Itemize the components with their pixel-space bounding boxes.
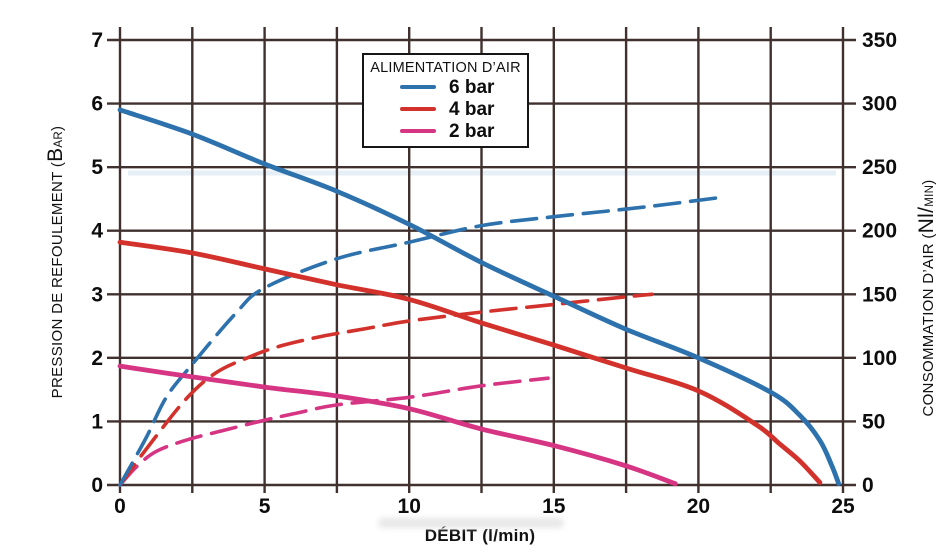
curve-2bar-pressure-solid [117, 363, 678, 487]
right-axis-title-close: ) [920, 179, 937, 185]
legend-label-2bar: 2 bar [449, 120, 495, 142]
curve-2bar-air-dashed [118, 376, 550, 487]
right-tick-label: 300 [862, 93, 897, 116]
legend-item-2bar: 2 bar [364, 120, 527, 142]
right-tick-label: 150 [862, 283, 897, 306]
x-tick-label: 15 [542, 495, 566, 518]
curve-6bar-air-dashed [118, 195, 721, 487]
left-tick-label: 6 [91, 93, 103, 116]
x-axis-title: DÉBIT (l/min) [424, 526, 536, 545]
x-tick-label: 0 [114, 495, 126, 518]
left-tick-label: 2 [91, 347, 103, 370]
right-tick-label: 250 [862, 156, 897, 179]
x-tick-label: 5 [259, 495, 271, 518]
legend-title: ALIMENTATION D’AIR [370, 60, 521, 76]
left-tick-label: 3 [91, 283, 103, 306]
right-tick-label: 350 [862, 29, 897, 52]
right-tick-label: 0 [862, 474, 874, 497]
right-tick-label: 200 [862, 220, 897, 243]
left-axis-title-text: PRESSION DE REFOULEMENT ( [49, 161, 66, 399]
right-tick-label: 100 [862, 347, 897, 370]
curve-4bar-air-dashed [118, 292, 654, 487]
scan-smudge-artifact [378, 518, 564, 528]
curve-6bar-pressure-solid [117, 107, 842, 487]
legend-line-6bar-icon [400, 84, 436, 90]
legend-item-6bar: 6 bar [364, 76, 527, 98]
left-tick-label: 0 [91, 474, 103, 497]
right-axis-title-text: CONSOMMATION D’AIR ( [920, 233, 937, 417]
legend-label-4bar: 4 bar [449, 98, 495, 120]
left-axis-unit-smallcaps: AR [53, 130, 65, 148]
left-axis-title: PRESSION DE REFOULEMENT (BAR) [44, 126, 68, 399]
left-axis-unit-cap: B [44, 147, 67, 162]
left-tick-label: 7 [91, 29, 103, 52]
left-axis-title-close: ) [49, 125, 66, 131]
legend-line-4bar-icon [400, 106, 436, 112]
x-tick-label: 25 [831, 495, 855, 518]
x-tick-label: 20 [687, 495, 710, 518]
right-axis-title: CONSOMMATION D’AIR (Nl/MIN) [915, 179, 939, 416]
legend-box: ALIMENTATION D’AIR 6 bar 4 bar 2 bar [362, 53, 529, 148]
legend-line-2bar-icon [400, 128, 436, 134]
left-tick-label: 4 [91, 220, 103, 243]
right-axis-unit-cap: Nl/ [915, 206, 938, 234]
legend-item-4bar: 4 bar [364, 98, 527, 120]
curve-4bar-pressure-solid [117, 239, 823, 485]
legend-label-6bar: 6 bar [449, 76, 495, 98]
x-tick-label: 10 [398, 495, 421, 518]
left-tick-label: 1 [91, 410, 103, 433]
right-axis-unit-smallcaps: MIN [924, 184, 936, 207]
left-tick-label: 5 [91, 156, 103, 179]
right-tick-label: 50 [862, 410, 885, 433]
